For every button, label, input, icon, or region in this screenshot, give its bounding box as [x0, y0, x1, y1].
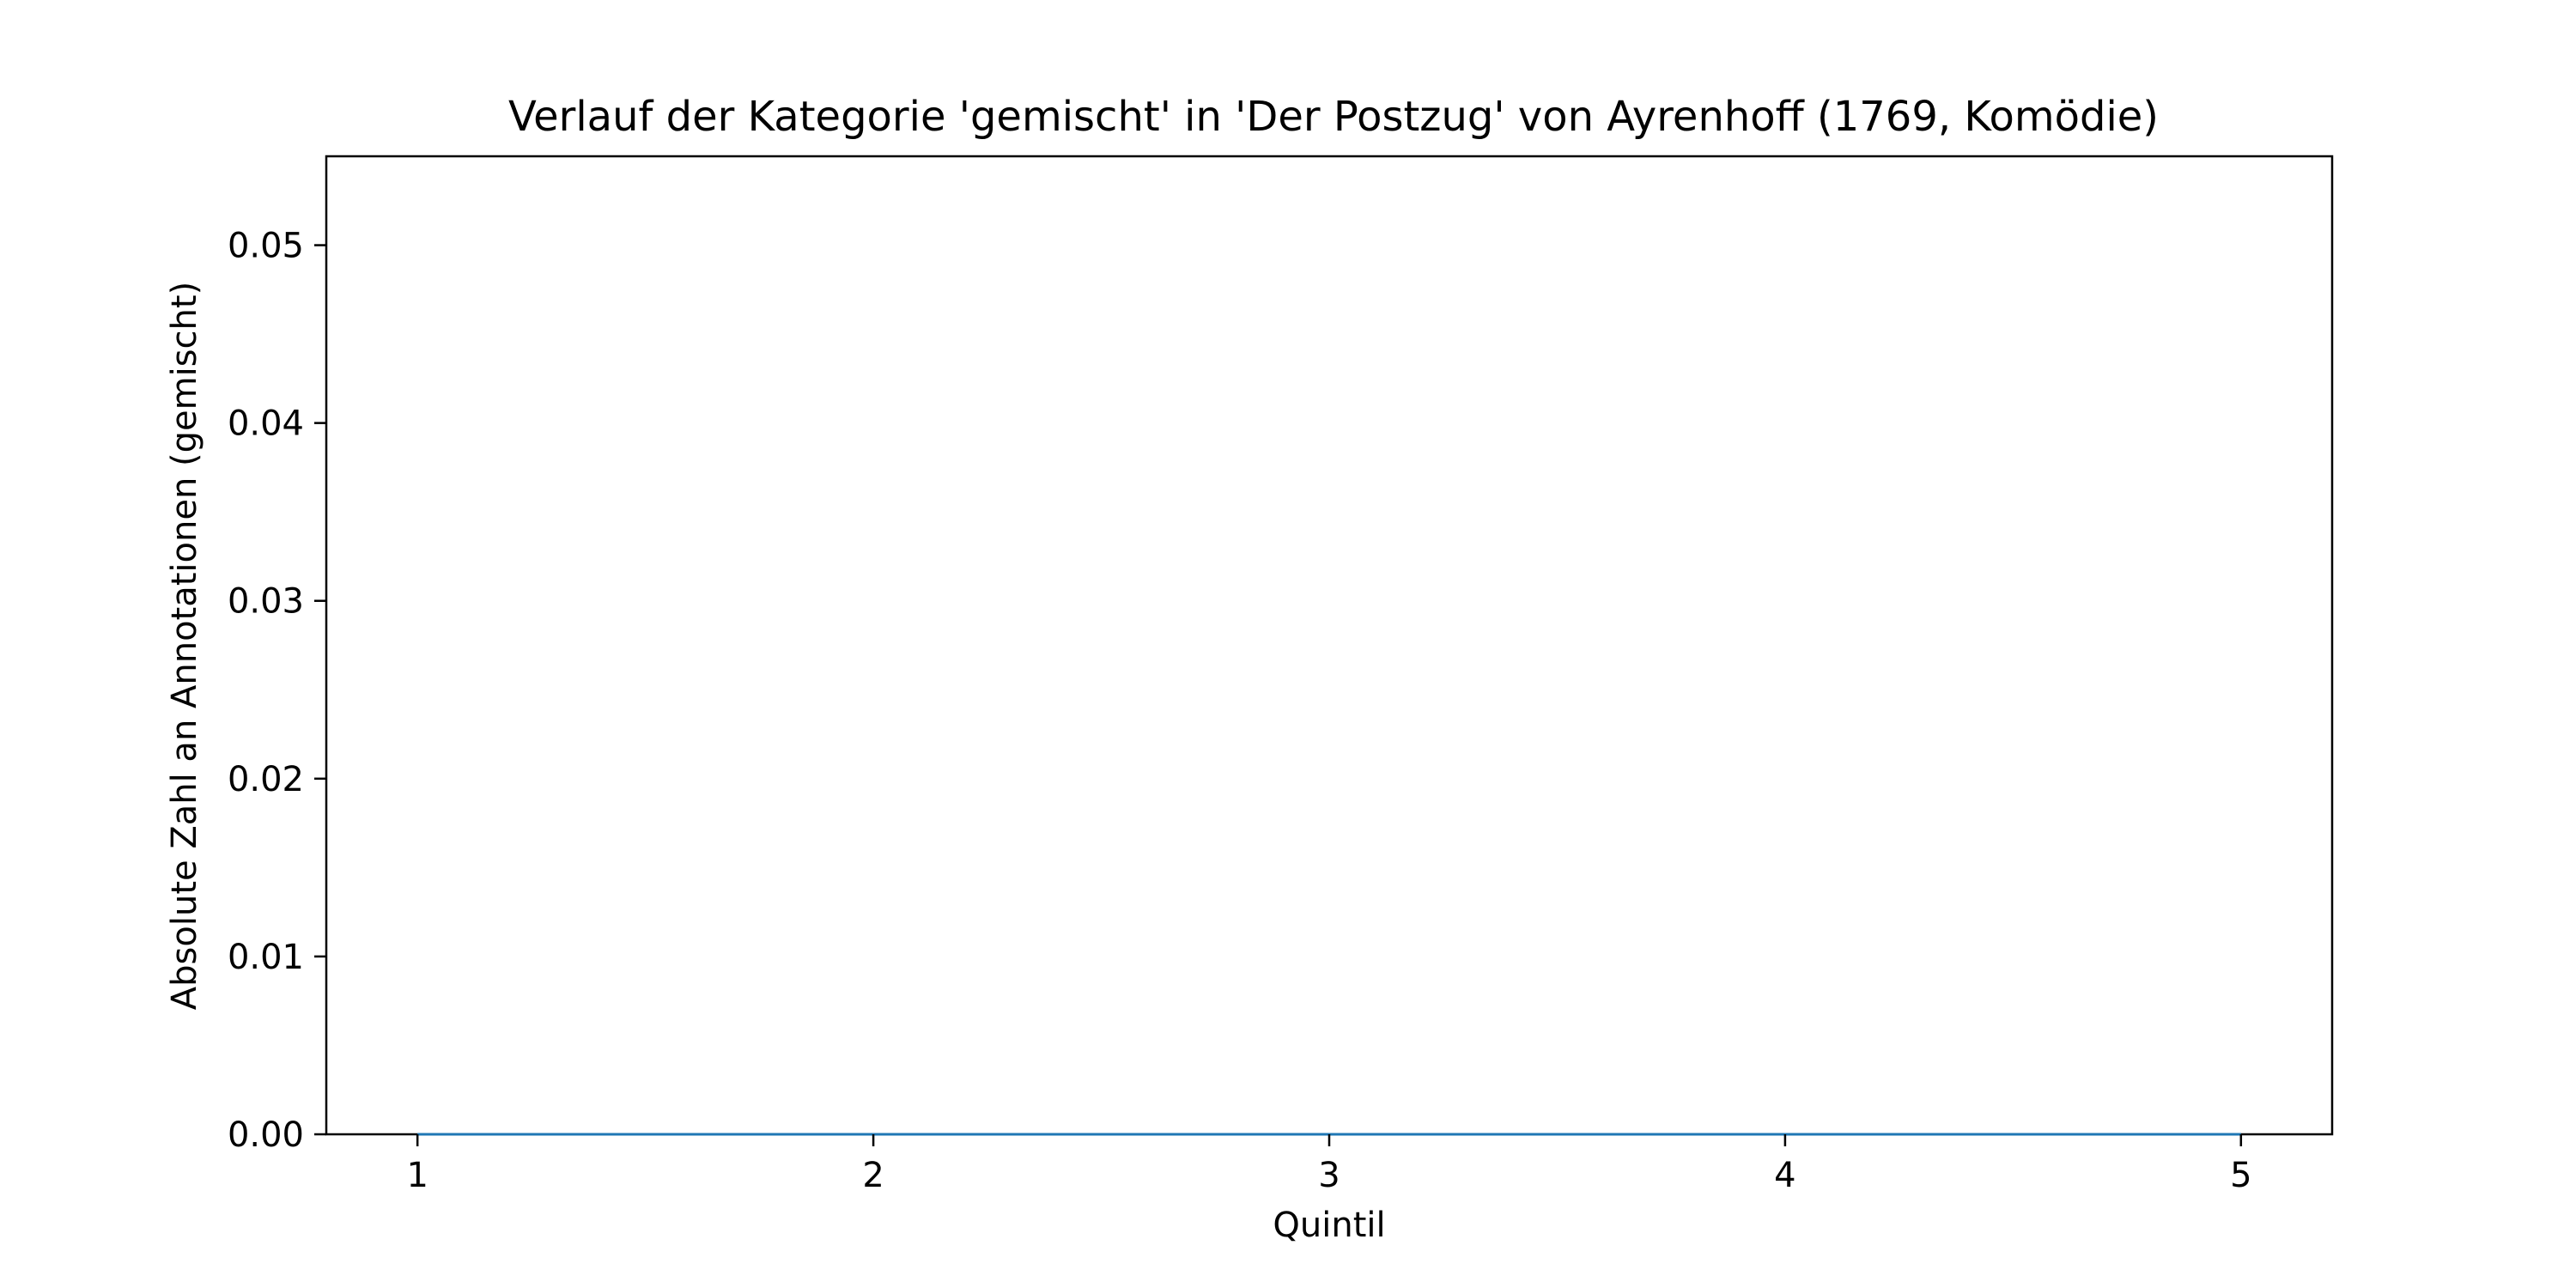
- y-tick-label: 0.04: [228, 404, 304, 444]
- plot-area-frame: [325, 155, 2334, 1136]
- y-tick-label: 0.05: [228, 227, 304, 266]
- y-tick-label: 0.03: [228, 582, 304, 622]
- y-tick-label: 0.00: [228, 1115, 304, 1155]
- y-axis-ticks: 0.00 0.01 0.02 0.03 0.04 0.05: [228, 227, 326, 1155]
- x-tick-label: 4: [1774, 1156, 1795, 1195]
- x-tick-label: 1: [406, 1156, 428, 1195]
- x-tick-label: 2: [862, 1156, 884, 1195]
- x-tick-label: 3: [1318, 1156, 1340, 1195]
- x-axis-ticks: 1 2 3 4 5: [406, 1134, 2252, 1195]
- y-tick-label: 0.02: [228, 760, 304, 799]
- y-tick-label: 0.01: [228, 938, 304, 977]
- x-tick-label: 5: [2230, 1156, 2251, 1195]
- y-axis-label: Absolute Zahl an Annotationen (gemischt): [165, 282, 204, 1010]
- x-axis-label: Quintil: [1273, 1206, 1385, 1245]
- chart-title: Verlauf der Kategorie 'gemischt' in 'Der…: [508, 93, 2159, 141]
